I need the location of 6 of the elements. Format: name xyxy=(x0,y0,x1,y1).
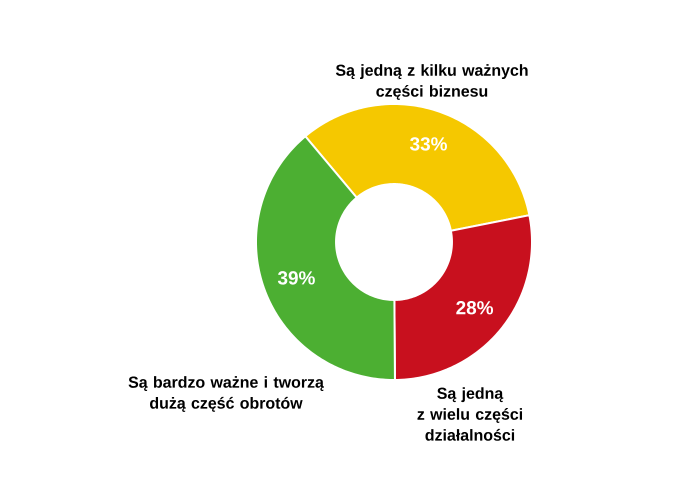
slice-label: Są jedną z wielu części działalności xyxy=(417,387,522,441)
slice-label: Są jedną z kilku ważnych części biznesu xyxy=(336,64,528,100)
data-label: 28% xyxy=(456,301,494,314)
data-label: 33% xyxy=(410,137,447,151)
data-label: 39% xyxy=(278,271,315,285)
slice-label: Są bardzo ważne i tworzą dużą część obrotów xyxy=(128,376,324,412)
